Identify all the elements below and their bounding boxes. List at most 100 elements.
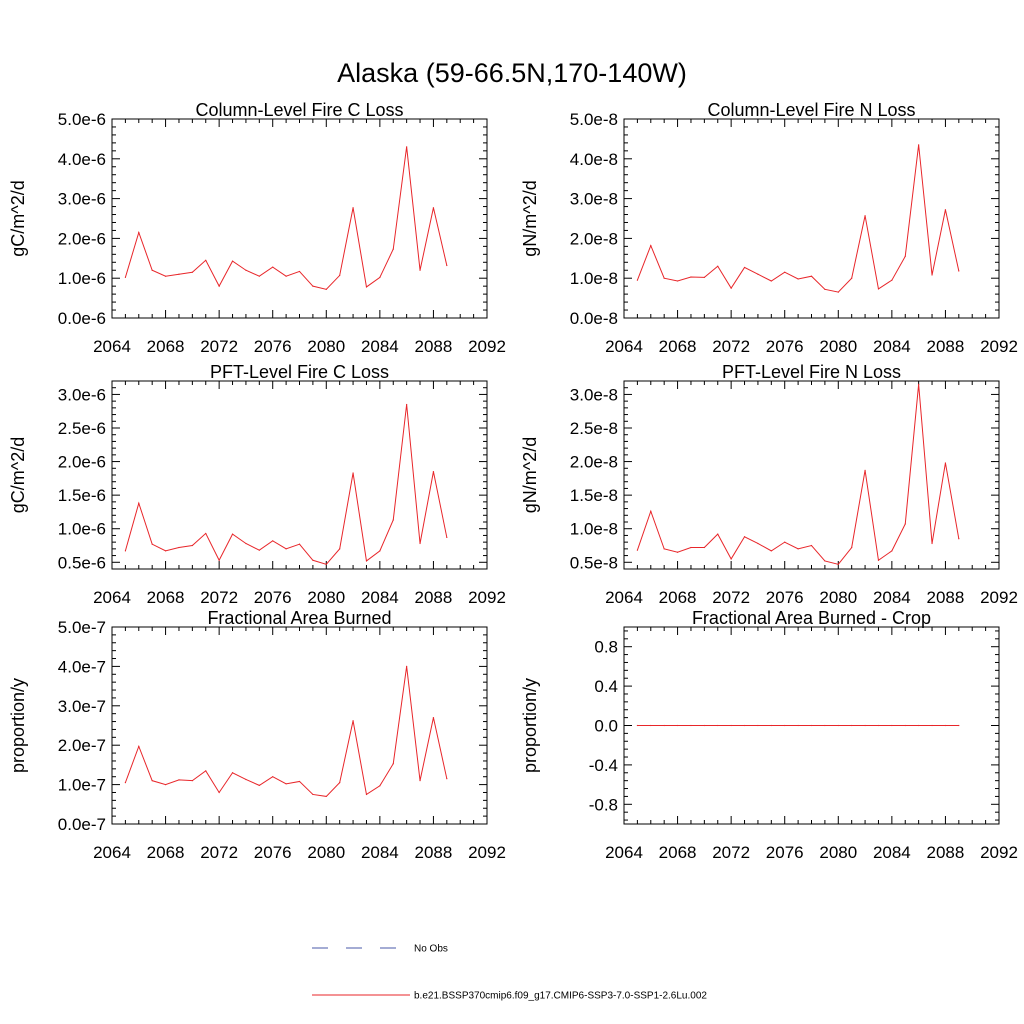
data-point: [743, 536, 746, 538]
data-point: [191, 780, 193, 782]
legend-label-no-obs: No Obs: [414, 944, 448, 955]
data-point: [810, 724, 813, 727]
data-point: [164, 784, 167, 786]
data-point: [392, 248, 394, 250]
x-tick-label: 2080: [819, 843, 857, 862]
data-point: [918, 724, 920, 727]
data-point: [205, 532, 207, 535]
series-line: [124, 146, 448, 290]
data-point: [205, 259, 207, 261]
x-tick-label: 2084: [873, 588, 911, 607]
data-point: [891, 724, 893, 727]
data-point: [312, 793, 314, 796]
y-tick-label: 0.0: [594, 717, 618, 736]
x-tick-label: 2064: [605, 337, 643, 356]
data-point: [352, 472, 354, 474]
data-point: [743, 266, 746, 269]
data-point: [124, 782, 126, 784]
data-point: [178, 546, 180, 549]
x-tick-label: 2072: [200, 843, 238, 862]
data-point: [770, 280, 772, 282]
y-tick-label: 5.0e-8: [570, 110, 618, 129]
data-point: [918, 144, 920, 146]
data-point: [891, 550, 893, 552]
data-point: [432, 207, 435, 209]
x-tick-label: 2084: [361, 588, 399, 607]
y-tick-label: 0.0e-8: [570, 309, 618, 328]
plot-frame: [623, 380, 1000, 570]
x-tick-label: 2088: [415, 588, 453, 607]
data-point: [851, 724, 853, 727]
x-tick-label: 2064: [605, 588, 643, 607]
data-point: [339, 548, 341, 550]
x-tick-label: 2068: [147, 337, 185, 356]
data-point: [690, 546, 692, 549]
series-line: [636, 384, 960, 565]
data-point: [191, 271, 193, 273]
data-point: [298, 543, 301, 545]
data-point: [258, 549, 260, 551]
y-tick-label: 2.0e-8: [570, 229, 618, 248]
data-point: [218, 791, 220, 794]
data-point: [877, 559, 880, 561]
data-point: [944, 724, 947, 727]
data-point: [797, 278, 799, 280]
data-point: [904, 255, 906, 257]
data-point: [703, 546, 705, 549]
data-point: [178, 779, 180, 781]
x-tick-label: 2076: [766, 843, 804, 862]
data-point: [824, 724, 826, 727]
legend: No Obs b.e21.BSSP370cmip6.f09_g17.CMIP6-…: [312, 944, 707, 1002]
data-point: [904, 523, 906, 525]
figure-title: Alaska (59-66.5N,170-140W): [337, 58, 687, 88]
data-point: [931, 542, 933, 545]
panels: Column-Level Fire C Loss gC/m^2/d 2064 2068…: [8, 100, 1018, 862]
panel-title: PFT-Level Fire C Loss: [210, 362, 389, 382]
data-point: [743, 724, 746, 727]
data-point: [931, 274, 933, 276]
data-point: [325, 563, 327, 565]
data-point: [837, 724, 839, 727]
y-axis-label: gN/m^2/d: [520, 180, 540, 256]
x-tick-label: 2084: [873, 843, 911, 862]
x-tick-label: 2068: [147, 843, 185, 862]
y-axis-label: gC/m^2/d: [8, 180, 28, 256]
data-point: [151, 780, 153, 782]
x-tick-label: 2080: [819, 588, 857, 607]
x-tick-label: 2092: [980, 337, 1018, 356]
data-point: [406, 403, 408, 406]
x-tick-label: 2092: [980, 843, 1018, 862]
y-tick-label: 0.4: [594, 677, 618, 696]
data-point: [784, 541, 786, 543]
data-point: [272, 540, 274, 542]
data-point: [245, 778, 247, 781]
y-tick-label: 0.0e-6: [58, 309, 106, 328]
data-point: [298, 270, 301, 273]
data-point: [379, 785, 381, 787]
data-point: [406, 146, 408, 148]
data-point: [392, 519, 394, 521]
panel-title: PFT-Level Fire N Loss: [722, 362, 901, 382]
data-point: [365, 793, 368, 796]
x-tick-label: 2088: [927, 843, 965, 862]
data-point: [636, 724, 638, 727]
data-point: [339, 274, 341, 277]
data-point: [138, 502, 140, 504]
y-tick-label: 5.0e-6: [58, 110, 106, 129]
y-tick-label: 4.0e-7: [58, 657, 106, 676]
data-point: [931, 724, 933, 727]
data-point: [757, 542, 759, 545]
data-point: [703, 276, 705, 279]
data-point: [231, 772, 234, 774]
data-point: [432, 471, 435, 473]
data-point: [124, 276, 126, 279]
y-tick-label: -0.8: [589, 795, 618, 814]
panel-title: Fractional Area Burned - Crop: [692, 608, 931, 628]
data-point: [272, 776, 274, 778]
y-tick-label: 1.0e-6: [58, 269, 106, 288]
data-point: [864, 215, 866, 217]
data-point: [312, 559, 314, 561]
data-point: [958, 538, 960, 540]
y-tick-label: 3.0e-8: [570, 385, 618, 404]
